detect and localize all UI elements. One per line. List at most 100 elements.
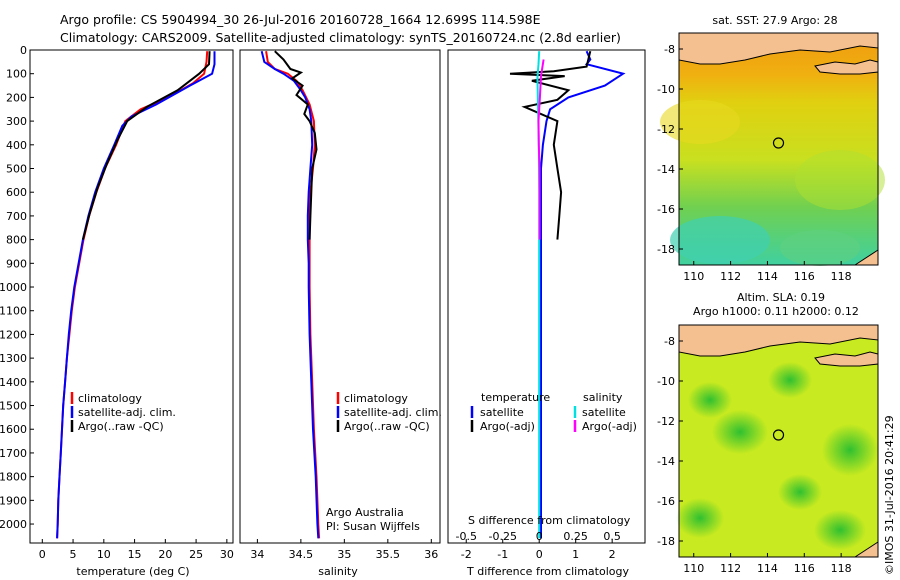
- series-satellite-adj-clim-: [260, 50, 320, 539]
- ytick-label: 600: [6, 186, 27, 199]
- sst-patch: [795, 150, 885, 210]
- legend-label-argo: Argo(..raw -QC): [344, 420, 430, 433]
- argo-position-marker: [772, 137, 785, 149]
- ytick-label: 800: [6, 234, 27, 247]
- sst-map: [660, 32, 885, 266]
- xtick-label: 20: [158, 548, 172, 561]
- difference-panel: [447, 49, 646, 544]
- sla-low: [768, 362, 812, 398]
- sla-map-frame: [678, 324, 879, 558]
- map-ytick-label: -12: [657, 415, 675, 428]
- legend-label-temp-argo: Argo(-adj): [480, 420, 535, 433]
- depth-axis: 0 100 200 300 400 500 600 700 800 900 1000 1100 1200…: [0, 44, 34, 531]
- ytick-label: 0: [20, 44, 27, 57]
- sla-map-title: Altim. SLA: 0.19: [737, 291, 825, 304]
- legend-label-sal-argo: Argo(-adj): [582, 420, 637, 433]
- ytick-label: 900: [6, 257, 27, 270]
- sla-low: [814, 510, 866, 550]
- ytick-label: 400: [6, 139, 27, 152]
- temperature-xlabel: temperature (deg C): [76, 565, 189, 578]
- ytick-label: 1000: [0, 281, 27, 294]
- ytick-label: 1100: [0, 305, 27, 318]
- sst-patch: [670, 216, 770, 264]
- map-ytick-label: -14: [657, 163, 675, 176]
- legend-label-satellite: satellite-adj. clim.: [78, 406, 176, 419]
- ytick-label: 2000: [0, 518, 27, 531]
- series-salinity-argo-adj-: [537, 59, 545, 240]
- legend-label-sal-satellite: satellite: [582, 406, 626, 419]
- difference-plot: [509, 50, 626, 539]
- timestamp-side-label: ©IMOS 31-Jul-2016 20:41:29: [883, 415, 896, 575]
- salinity-plot: [260, 50, 321, 539]
- sla-map-subtitle: Argo h1000: 0.11 h2000: 0.12: [693, 305, 859, 318]
- xtick-label: 35: [337, 548, 351, 561]
- secondary-xtick-label: 0.5: [603, 530, 621, 543]
- map-ytick-label: -18: [657, 535, 675, 548]
- map-xtick-label: 118: [831, 270, 852, 283]
- map-ytick-label: -8: [664, 335, 675, 348]
- legend-label-temp-satellite: satellite: [480, 406, 524, 419]
- sla-low: [676, 498, 724, 538]
- legend-title-salinity: salinity: [583, 391, 623, 404]
- sla-low: [688, 382, 732, 418]
- legend-label-climatology: climatology: [78, 392, 142, 405]
- difference-legend: temperature salinity satellite Argo(-adj…: [470, 391, 637, 433]
- sst-map-title: sat. SST: 27.9 Argo: 28: [712, 14, 837, 27]
- map-ytick-label: -10: [657, 375, 675, 388]
- ytick-label: 1800: [0, 471, 27, 484]
- secondary-xtick-label: -0.5: [456, 530, 477, 543]
- temperature-legend: climatology satellite-adj. clim. Argo(..…: [70, 392, 176, 433]
- map-xtick-label: 112: [720, 270, 741, 283]
- series-climatology: [56, 51, 209, 539]
- ytick-label: 700: [6, 210, 27, 223]
- map-axes: 110 112 114 116 118 -8 -10 -12 -14 -16 -18 110 112 11…: [657, 43, 852, 575]
- map-ytick-label: -18: [657, 243, 675, 256]
- sla-map: [676, 324, 879, 558]
- salinity-legend: climatology satellite-adj. clim. Argo(..…: [336, 392, 442, 433]
- ytick-label: 1500: [0, 400, 27, 413]
- xtick-label: 10: [97, 548, 111, 561]
- argo-position-marker: [772, 429, 785, 441]
- xtick-label: 2: [609, 548, 616, 561]
- xtick-label: 0: [536, 548, 543, 561]
- ytick-label: 1700: [0, 447, 27, 460]
- salinity-xlabel: salinity: [318, 565, 358, 578]
- map-xtick-label: 116: [794, 270, 815, 283]
- credit-line1: Argo Australia: [326, 506, 404, 519]
- axis-ticks: 0 5 10 15 20 25 30 34 34.5 35 35.5 36 -2 -1 0 1 2 -0.5 -0.…: [39, 530, 621, 561]
- ytick-label: 100: [6, 68, 27, 81]
- ytick-label: 300: [6, 115, 27, 128]
- sst-map-frame: [678, 32, 879, 266]
- ytick-label: 500: [6, 163, 27, 176]
- ytick-label: 1900: [0, 494, 27, 507]
- map-ytick-label: -16: [657, 495, 675, 508]
- legend-label-argo: Argo(..raw -QC): [78, 420, 164, 433]
- xtick-label: 15: [128, 548, 142, 561]
- map-xtick-label: 118: [831, 562, 852, 575]
- map-xtick-label: 112: [720, 562, 741, 575]
- legend-title-temperature: temperature: [481, 391, 550, 404]
- map-xtick-label: 110: [683, 562, 704, 575]
- xtick-label: 25: [189, 548, 203, 561]
- xtick-label: 34: [250, 548, 264, 561]
- xtick-label: 30: [220, 548, 234, 561]
- secondary-xtick-label: -0.25: [488, 530, 516, 543]
- series-satellite-adj-clim-: [56, 51, 216, 539]
- xtick-label: 34.5: [289, 548, 314, 561]
- salinity-panel: [239, 49, 441, 544]
- sst-patch: [780, 230, 860, 266]
- map-xtick-label: 114: [757, 562, 778, 575]
- series-argo-raw-qc-: [81, 51, 211, 240]
- secondary-xtick-label: 0.25: [563, 530, 588, 543]
- ytick-label: 1400: [0, 376, 27, 389]
- series-temperature-argo-adj-: [509, 50, 592, 240]
- map-ytick-label: -16: [657, 203, 675, 216]
- temperature-plot: [56, 51, 216, 539]
- xtick-label: -2: [461, 548, 472, 561]
- secondary-xtick-label: 0: [536, 530, 543, 543]
- legend-label-climatology: climatology: [344, 392, 408, 405]
- ytick-label: 1200: [0, 328, 27, 341]
- ytick-label: 200: [6, 91, 27, 104]
- series-temperature-satellite: [540, 50, 626, 539]
- ytick-label: 1300: [0, 352, 27, 365]
